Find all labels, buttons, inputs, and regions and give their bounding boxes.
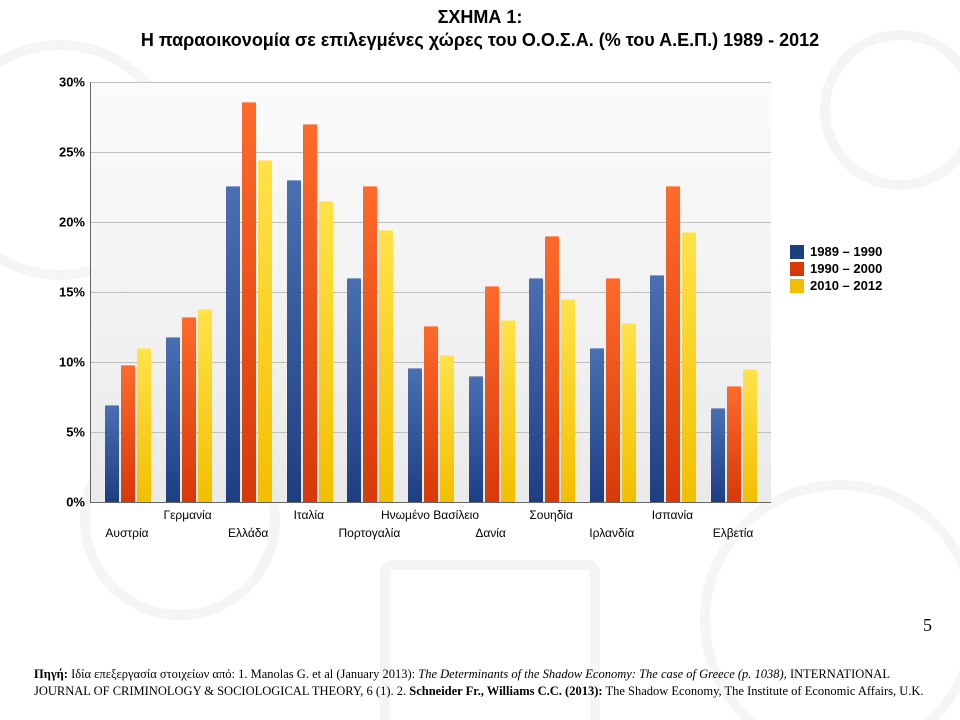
chart-title: ΣΧΗΜΑ 1: Η παραοικονομία σε επιλεγμένες …	[0, 6, 960, 51]
bar	[319, 201, 333, 502]
x-category-label: Ηνωμένο Βασίλειο	[381, 508, 479, 522]
bar	[242, 102, 256, 502]
y-tick-label: 25%	[30, 145, 85, 160]
chart-container: 0% 5% 10% 15% 20% 25% 30% Αυστρία Γερμανία Ελλάδ…	[30, 72, 930, 592]
title-line-2: Η παραοικονομία σε επιλεγμένες χώρες του…	[0, 29, 960, 52]
title-line-1: ΣΧΗΜΑ 1:	[0, 6, 960, 29]
y-tick-label: 15%	[30, 285, 85, 300]
source-label: Πηγή:	[34, 667, 68, 681]
bar	[166, 337, 180, 502]
bar	[105, 405, 119, 502]
y-tick-label: 20%	[30, 215, 85, 230]
y-tick-label: 30%	[30, 75, 85, 90]
legend: 1989 – 1990 1990 – 2000 2010 – 2012	[790, 242, 882, 295]
x-axis-labels: Αυστρία Γερμανία Ελλάδα Ιταλία Πορτογαλία Ηνω…	[90, 508, 770, 552]
source-text-1: Ιδία επεξεργασία στοιχείων από: 1. Manol…	[68, 667, 418, 681]
bar	[606, 278, 620, 502]
bar	[743, 369, 757, 502]
source-bold-2: Schneider Fr., Williams C.C. (2013):	[409, 684, 602, 698]
bar-group	[105, 82, 151, 502]
x-category-label: Σουηδία	[529, 508, 573, 522]
y-tick-label: 0%	[30, 495, 85, 510]
bar	[424, 326, 438, 502]
bar	[561, 299, 575, 502]
bar	[440, 355, 454, 502]
bar-group	[347, 82, 393, 502]
legend-swatch-c	[790, 279, 804, 293]
bar	[622, 323, 636, 502]
source-footnote: Πηγή: Ιδία επεξεργασία στοιχείων από: 1.…	[34, 666, 934, 700]
bar	[121, 365, 135, 502]
x-category-label: Ελλάδα	[228, 526, 268, 540]
x-category-label: Ιρλανδία	[589, 526, 634, 540]
x-category-label: Ελβετία	[713, 526, 754, 540]
bar-group	[711, 82, 757, 502]
bar-group	[650, 82, 696, 502]
bar	[650, 275, 664, 502]
legend-item-2010: 2010 – 2012	[790, 278, 882, 293]
legend-label: 1990 – 2000	[810, 261, 882, 276]
y-tick-label: 10%	[30, 355, 85, 370]
plot-area	[90, 82, 771, 503]
y-tick-label: 5%	[30, 425, 85, 440]
bar-group	[226, 82, 272, 502]
bar	[529, 278, 543, 502]
page-number: 5	[923, 615, 932, 636]
source-italic-1: The Determinants of the Shadow Economy: …	[418, 667, 787, 681]
legend-item-1990: 1990 – 2000	[790, 261, 882, 276]
x-category-label: Αυστρία	[105, 526, 148, 540]
bar	[666, 186, 680, 502]
bar	[137, 348, 151, 502]
x-category-label: Δανία	[475, 526, 506, 540]
legend-label: 2010 – 2012	[810, 278, 882, 293]
legend-swatch-a	[790, 245, 804, 259]
legend-label: 1989 – 1990	[810, 244, 882, 259]
bar-group	[287, 82, 333, 502]
bar	[226, 186, 240, 502]
x-category-label: Ιταλία	[294, 508, 324, 522]
bar-group	[529, 82, 575, 502]
bar	[408, 368, 422, 502]
bar	[182, 317, 196, 502]
bar-group	[408, 82, 454, 502]
bar	[501, 320, 515, 502]
bar	[363, 186, 377, 502]
x-category-label: Ισπανία	[652, 508, 693, 522]
bar	[485, 286, 499, 502]
bar	[469, 376, 483, 502]
bars-layer	[91, 82, 771, 502]
bar-group	[469, 82, 515, 502]
bar	[727, 386, 741, 502]
bar	[379, 230, 393, 502]
bar-group	[166, 82, 212, 502]
bar	[258, 160, 272, 502]
legend-item-1989: 1989 – 1990	[790, 244, 882, 259]
bar	[711, 408, 725, 502]
bar	[590, 348, 604, 502]
bar	[347, 278, 361, 502]
bar	[303, 124, 317, 502]
x-category-label: Πορτογαλία	[339, 526, 401, 540]
x-category-label: Γερμανία	[163, 508, 211, 522]
bar	[545, 236, 559, 502]
bar-group	[590, 82, 636, 502]
bar	[287, 180, 301, 502]
bar	[198, 309, 212, 502]
bar	[682, 232, 696, 502]
legend-swatch-b	[790, 262, 804, 276]
source-text-3: The Shadow Economy, The Institute of Eco…	[603, 684, 924, 698]
